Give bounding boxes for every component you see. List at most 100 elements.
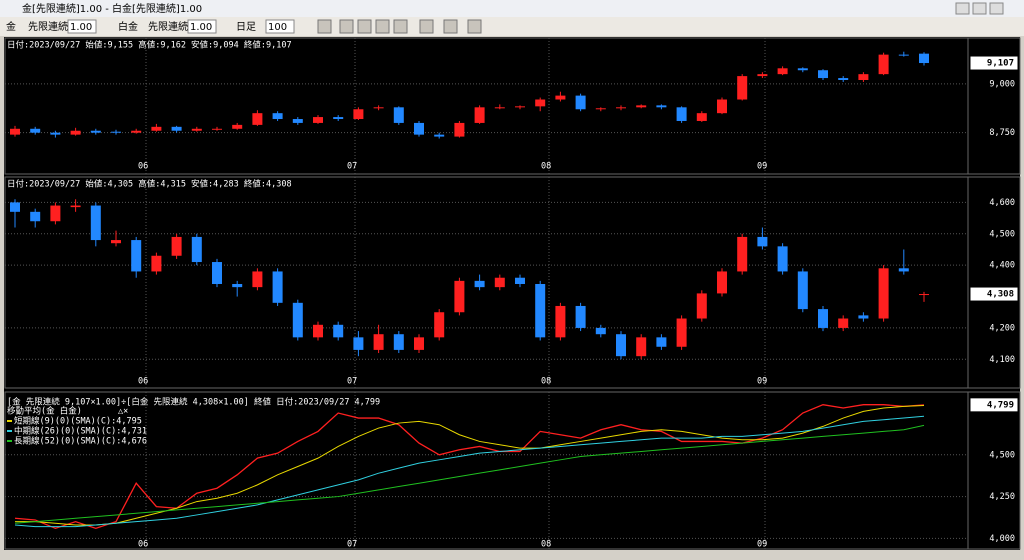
toolbar-item[interactable]: 日足 bbox=[236, 21, 256, 33]
price-tag-label: 9,107 bbox=[987, 59, 1014, 69]
y-tick-label: 4,400 bbox=[989, 261, 1015, 271]
candle-body bbox=[30, 211, 41, 222]
candle-body bbox=[191, 128, 202, 131]
toolbar-input[interactable] bbox=[187, 19, 217, 34]
candle-body bbox=[171, 236, 182, 256]
candle-body bbox=[70, 130, 81, 135]
candle-body bbox=[818, 70, 828, 79]
legend-entry: 中期線(26)(0)(SMA)(C):4,731 bbox=[14, 426, 147, 437]
price-tag-label: 4,799 bbox=[987, 400, 1014, 410]
panel-frame bbox=[4, 37, 1021, 175]
x-tick-label: 07 bbox=[347, 377, 357, 387]
price-tag bbox=[969, 286, 1019, 302]
toolbar-icon[interactable] bbox=[375, 19, 390, 34]
candle-body bbox=[292, 119, 303, 123]
candle-body bbox=[777, 246, 788, 272]
toolbar-input[interactable] bbox=[265, 19, 295, 34]
candle-body bbox=[717, 271, 727, 294]
toolbar-icon[interactable] bbox=[339, 19, 354, 34]
toolbar-item[interactable]: 1.00 bbox=[70, 22, 92, 33]
candle-body bbox=[595, 108, 606, 110]
candle-body bbox=[414, 122, 424, 135]
x-tick-label: 09 bbox=[757, 377, 767, 387]
candle-body bbox=[111, 240, 121, 244]
candle-body bbox=[90, 130, 101, 133]
candle-body bbox=[494, 277, 505, 288]
candle-body bbox=[636, 105, 647, 108]
candle-body bbox=[696, 293, 707, 319]
candle-body bbox=[777, 68, 788, 75]
toolbar-item[interactable]: 1.00 bbox=[190, 22, 212, 33]
x-tick-label: 07 bbox=[347, 540, 357, 550]
candle-body bbox=[353, 109, 364, 120]
candle-body bbox=[131, 130, 142, 133]
title-bar bbox=[0, 0, 1024, 17]
candle-body bbox=[151, 255, 162, 272]
candle-body bbox=[676, 318, 687, 347]
candle-body bbox=[373, 334, 384, 350]
x-tick-label: 08 bbox=[541, 162, 551, 172]
candle-body bbox=[373, 107, 384, 109]
candle-body bbox=[919, 294, 929, 296]
candle-body bbox=[272, 113, 283, 120]
toolbar-item[interactable]: 先限連続 bbox=[28, 20, 68, 33]
candle-body bbox=[212, 262, 222, 284]
x-tick-label: 06 bbox=[138, 377, 148, 387]
toolbar-input[interactable] bbox=[67, 19, 97, 34]
candle-body bbox=[515, 277, 525, 284]
candle-body bbox=[454, 122, 465, 137]
ma-line bbox=[14, 424, 925, 524]
toolbar-item[interactable]: 金 bbox=[6, 20, 16, 33]
y-tick-label: 4,200 bbox=[989, 323, 1015, 333]
toolbar-icon[interactable] bbox=[317, 19, 332, 34]
candle-body bbox=[797, 68, 808, 71]
candle-body bbox=[838, 318, 849, 328]
candle-body bbox=[696, 113, 707, 121]
candle-body bbox=[232, 124, 243, 129]
x-tick-label: 06 bbox=[138, 162, 148, 172]
candle-body bbox=[313, 117, 323, 123]
candle-body bbox=[737, 76, 748, 100]
candle-body bbox=[414, 337, 424, 350]
candle-body bbox=[171, 126, 182, 131]
toolbar bbox=[0, 17, 1024, 36]
candle-body bbox=[333, 117, 344, 120]
candle-body bbox=[656, 105, 667, 108]
candle-body bbox=[454, 280, 465, 313]
toolbar-icon[interactable] bbox=[419, 19, 434, 34]
candle-body bbox=[818, 309, 828, 328]
candle-body bbox=[434, 134, 445, 137]
candle-body bbox=[434, 312, 445, 338]
candle-body bbox=[393, 334, 404, 350]
price-tag bbox=[969, 397, 1019, 413]
candle-body bbox=[555, 305, 566, 338]
candle-body bbox=[70, 205, 81, 208]
x-tick-label: 09 bbox=[757, 540, 767, 550]
candle-body bbox=[50, 132, 61, 135]
close-button[interactable] bbox=[989, 2, 1004, 15]
candle-body bbox=[191, 236, 202, 263]
toolbar-icon[interactable] bbox=[357, 19, 372, 34]
x-tick-label: 06 bbox=[138, 540, 148, 550]
legend-entry: 短期線(9)(0)(SMA)(C):4,795 bbox=[14, 416, 142, 427]
candle-body bbox=[676, 107, 687, 121]
x-tick-label: 08 bbox=[541, 377, 551, 387]
maximize-button[interactable] bbox=[972, 2, 987, 15]
toolbar-item[interactable]: 先限連続 bbox=[148, 20, 188, 33]
toolbar-icon[interactable] bbox=[393, 19, 408, 34]
y-tick-label: 8,750 bbox=[989, 128, 1015, 138]
candle-body bbox=[636, 337, 647, 357]
candle-body bbox=[898, 268, 909, 272]
y-tick-label: 9,000 bbox=[989, 79, 1015, 89]
toolbar-item[interactable]: 白金 bbox=[118, 20, 138, 33]
minimize-button[interactable] bbox=[955, 2, 970, 15]
x-tick-label: 07 bbox=[347, 162, 357, 172]
toolbar-item[interactable]: 100 bbox=[268, 22, 287, 33]
toolbar-icon[interactable] bbox=[443, 19, 458, 34]
toolbar-icon[interactable] bbox=[467, 19, 482, 34]
y-tick-label: 4,500 bbox=[989, 229, 1015, 239]
candle-body bbox=[474, 107, 485, 123]
candle-body bbox=[252, 271, 263, 288]
